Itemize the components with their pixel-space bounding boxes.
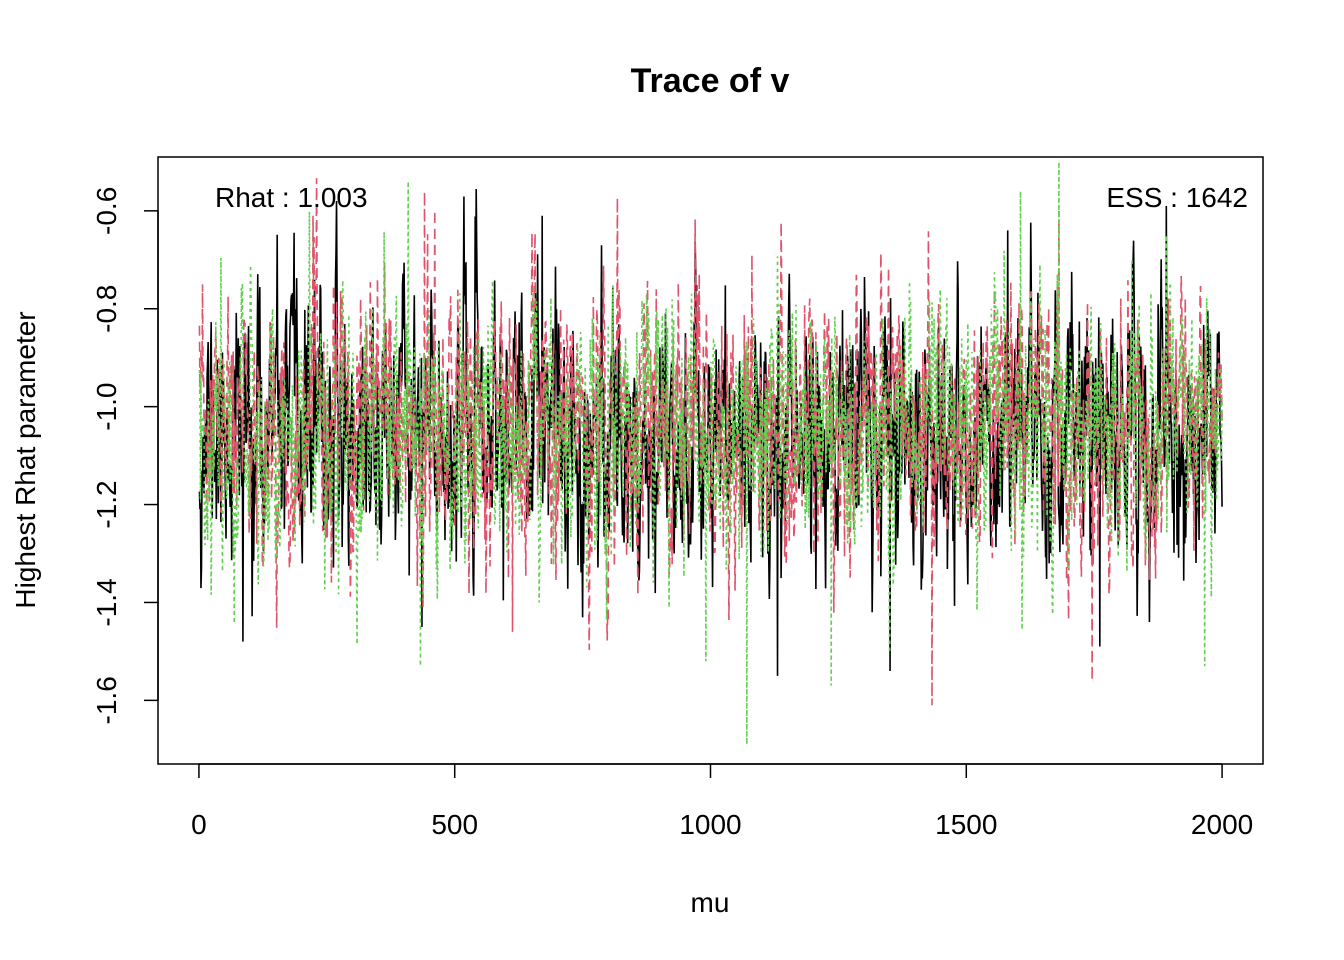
chart-title: Trace of v — [631, 62, 790, 100]
y-tick-label: -1.2 — [91, 480, 122, 528]
chain-2-trace — [198, 178, 1223, 706]
y-tick-label: -1.4 — [91, 578, 122, 626]
x-tick-label: 2000 — [1191, 809, 1253, 840]
y-axis-label: Highest Rhat parameter — [10, 311, 41, 608]
x-tick-label: 1500 — [935, 809, 997, 840]
y-axis: -1.6 -1.4 -1.2 -1.0 -0.8 -0.6 — [91, 187, 159, 724]
chain-3-trace — [198, 161, 1223, 745]
x-tick-label: 500 — [431, 809, 478, 840]
x-axis-label: mu — [691, 887, 730, 918]
y-tick-label: -0.6 — [91, 187, 122, 235]
x-tick-label: 0 — [191, 809, 207, 840]
y-tick-label: -0.8 — [91, 285, 122, 333]
y-tick-label: -1.0 — [91, 383, 122, 431]
rhat-annotation: Rhat : 1.003 — [215, 182, 368, 213]
y-tick-label: -1.6 — [91, 676, 122, 724]
x-axis: 0 500 1000 1500 2000 — [191, 763, 1253, 840]
series-layer — [198, 161, 1223, 745]
ess-annotation: ESS : 1642 — [1106, 182, 1248, 213]
x-tick-label: 1000 — [679, 809, 741, 840]
